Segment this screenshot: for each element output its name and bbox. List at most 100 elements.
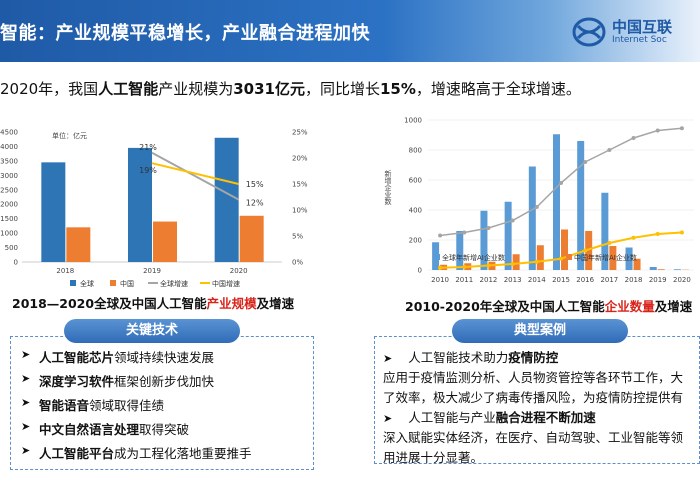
legend-label: 全球	[80, 279, 94, 288]
cumulative-point	[510, 218, 515, 223]
legend-label: 全球增速	[160, 279, 188, 288]
key-tech-bold: 智能语音	[39, 398, 90, 413]
y-tick-label: 1000	[404, 117, 422, 125]
cumulative-point	[438, 265, 443, 270]
caption-text: 2018—2020全球及中国人工智能	[12, 296, 207, 311]
y-left-tick-label: 3000	[0, 172, 18, 180]
bar-global-new	[528, 166, 536, 270]
key-tech-rest: 成为工程化落地重要推手	[114, 446, 252, 461]
cumulative-point	[631, 136, 636, 140]
x-tick-label: 2020	[673, 276, 691, 284]
cumulative-point	[583, 160, 588, 164]
y-tick-label: 200	[409, 237, 422, 245]
bar-global	[214, 137, 239, 262]
bar-china	[66, 227, 91, 262]
bar-global-new	[504, 201, 512, 270]
industry-scale-chart: 0 500 1000 1500 2000 2500 3000 3500 4000 4500 0% 5%…	[0, 129, 308, 289]
case-text-line: 用进展十分显著。	[383, 450, 484, 465]
y-tick-label: 400	[409, 207, 422, 215]
bar-china-new	[609, 246, 617, 270]
x-tick-label: 2011	[455, 276, 473, 284]
cumulative-point	[583, 248, 588, 253]
cumulative-point	[559, 181, 563, 185]
x-tick-label: 2019	[143, 267, 161, 275]
x-tick-label: 2018	[625, 276, 643, 284]
rate-line	[151, 151, 240, 201]
x-tick-label: 2012	[480, 276, 498, 284]
x-tick-label: 2010	[431, 276, 449, 284]
legend-label: 中国增速	[212, 279, 240, 288]
key-tech-item: ➤ 中文自然语言处理取得突破	[21, 419, 190, 438]
y-tick-label: 600	[409, 177, 422, 185]
key-tech-rest: 取得突破	[139, 422, 190, 437]
logo-text-cn: 中国互联	[612, 18, 673, 36]
x-tick-label: 2017	[600, 276, 618, 284]
legend-label: 中国年新增AI企业数	[574, 253, 637, 262]
cumulative-point	[607, 241, 612, 245]
bar-global-new	[625, 247, 633, 270]
y-left-tick-label: 1500	[0, 215, 18, 223]
arrow-bullet-icon: ➤	[383, 412, 393, 425]
cumulative-point	[559, 256, 563, 261]
key-tech-title: 关键技术	[64, 319, 240, 343]
header-banner: 智能：产业规模平稳增长，产业融合进程加快 中国互联 Internet Soc	[0, 0, 700, 62]
bar-china-new	[536, 245, 544, 270]
headline-text: ，同比增长	[304, 80, 380, 98]
cumulative-point	[486, 263, 491, 268]
bar-china-new	[512, 254, 520, 270]
cumulative-point	[534, 205, 539, 209]
headline-text: ，增速略高于全球增速。	[415, 80, 581, 98]
cumulative-point	[486, 226, 491, 230]
key-tech-bold: 人工智能平台	[39, 446, 115, 461]
case-bold: 融合进程不断加速	[495, 410, 596, 425]
caption-text: 2010-2020年全球及中国人工智能	[405, 299, 605, 314]
y-left-tick-label: 0	[14, 259, 18, 267]
x-tick-label: 2018	[56, 267, 74, 275]
key-tech-box: ➤ 人工智能芯片领域持续快速发展 ➤ 深度学习软件框架创新步伐加快 ➤ 智能语音领域取…	[10, 336, 314, 470]
industry-scale-caption: 2018—2020全球及中国人工智能产业规模及增速	[12, 293, 294, 312]
bar-global-new	[601, 192, 609, 270]
headline-bold: 3031亿元	[233, 80, 305, 98]
arrow-bullet-icon: ➤	[21, 396, 31, 409]
cumulative-point	[679, 230, 684, 235]
industry-scale-chart-panel: 0 500 1000 1500 2000 2500 3000 3500 4000 4500 0% 5%…	[0, 120, 318, 290]
y-left-tick-label: 500	[5, 244, 18, 252]
key-tech-item: ➤ 人工智能芯片领域持续快速发展	[21, 347, 215, 366]
headline-bold: 人工智能	[98, 80, 159, 98]
data-label: 19%	[139, 166, 157, 175]
x-tick-label: 2020	[230, 267, 248, 275]
bar-china	[239, 215, 264, 262]
cases-title: 典型案例	[452, 319, 628, 343]
legend-label: 全球年新增AI企业数	[442, 253, 505, 262]
y-right-tick-label: 10%	[292, 207, 308, 215]
legend-label: 中国	[120, 279, 134, 288]
cumulative-point	[607, 148, 612, 152]
bar-global-new	[480, 210, 488, 270]
key-tech-rest: 框架创新步伐加快	[114, 374, 215, 389]
rate-line	[151, 162, 239, 185]
case-bold: 疫情防控	[508, 350, 559, 365]
bar-global-new	[649, 267, 657, 270]
case-heading: ➤ 人工智能技术助力疫情防控	[383, 347, 558, 366]
case-text: 人工智能技术助力	[408, 350, 509, 365]
headline-text: 2020年，我国	[0, 80, 99, 98]
y-left-tick-label: 2000	[0, 201, 18, 209]
data-label: 12%	[246, 199, 264, 208]
legend-swatch	[434, 254, 440, 260]
key-tech-bold: 中文自然语言处理	[39, 422, 140, 437]
arrow-bullet-icon: ➤	[21, 372, 31, 385]
y-axis-label: 新增企业数	[384, 169, 392, 206]
page-title: 智能：产业规模平稳增长，产业融合进程加快	[0, 23, 370, 44]
legend-swatch	[70, 280, 76, 286]
bar-china-new	[657, 269, 665, 270]
enterprise-count-chart-panel: 0 200 400 600 800 1000 新增企业数 2010 2011 2012 2013 20…	[376, 108, 700, 294]
y-right-tick-label: 25%	[292, 129, 308, 137]
x-tick-label: 2013	[504, 276, 522, 284]
headline: 2020年，我国人工智能产业规模为3031亿元，同比增长15%，增速略高于全球增…	[0, 78, 581, 99]
bar-china-new	[633, 258, 641, 270]
cases-box: ➤ 人工智能技术助力疫情防控 应用于疫情监测分析、人员物资管控等各环节工作，大 了…	[374, 336, 700, 465]
arrow-bullet-icon: ➤	[21, 444, 31, 457]
key-tech-rest: 领域持续快速发展	[114, 350, 215, 365]
legend-swatch	[110, 280, 116, 286]
y-right-tick-label: 5%	[292, 233, 303, 241]
